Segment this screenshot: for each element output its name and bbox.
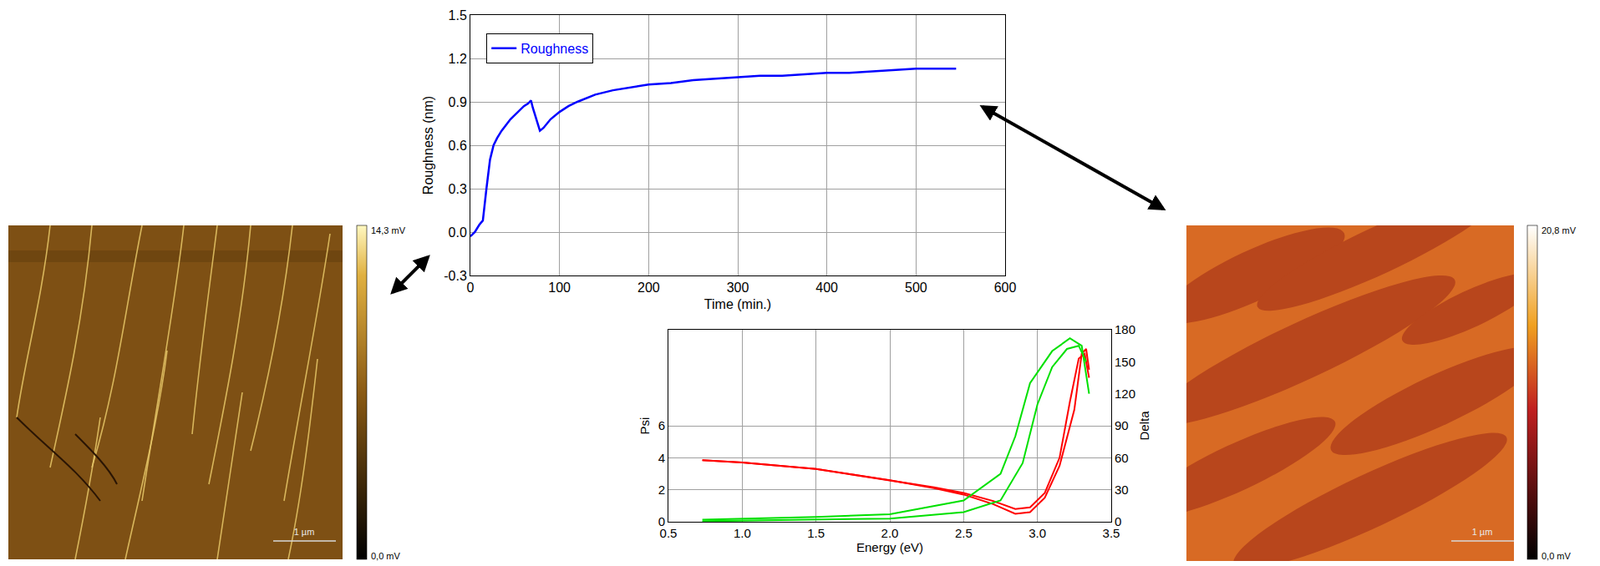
svg-text:Roughness (nm): Roughness (nm) (421, 96, 436, 195)
svg-text:150: 150 (1114, 355, 1136, 370)
svg-text:Time (min.): Time (min.) (704, 297, 772, 312)
svg-text:0: 0 (467, 280, 475, 295)
svg-text:100: 100 (548, 280, 571, 295)
svg-text:0.9: 0.9 (448, 95, 468, 110)
svg-text:1 µm: 1 µm (294, 527, 315, 538)
svg-text:60: 60 (1114, 451, 1129, 466)
svg-text:4: 4 (658, 451, 666, 466)
svg-text:1.5: 1.5 (448, 8, 468, 23)
svg-text:2: 2 (658, 482, 666, 498)
svg-text:400: 400 (815, 280, 839, 295)
svg-text:-0.3: -0.3 (443, 269, 468, 284)
svg-text:0.3: 0.3 (448, 182, 468, 197)
svg-text:0: 0 (1114, 514, 1122, 529)
svg-text:Psi: Psi (637, 417, 652, 436)
svg-text:14,3 mV: 14,3 mV (370, 225, 407, 236)
svg-text:0: 0 (658, 514, 666, 529)
svg-text:0.5: 0.5 (660, 526, 678, 541)
svg-text:0,0 mV: 0,0 mV (370, 551, 402, 562)
svg-text:2.5: 2.5 (954, 526, 973, 541)
svg-text:Energy (eV): Energy (eV) (856, 540, 924, 555)
svg-text:500: 500 (904, 280, 928, 295)
svg-text:600: 600 (994, 280, 1017, 295)
svg-text:3.5: 3.5 (1102, 526, 1121, 541)
svg-text:0.6: 0.6 (448, 138, 468, 153)
svg-text:0.0: 0.0 (448, 225, 468, 240)
svg-text:Delta: Delta (1137, 411, 1152, 442)
svg-text:3.0: 3.0 (1028, 526, 1047, 541)
svg-text:20,8 mV: 20,8 mV (1541, 225, 1577, 236)
svg-text:90: 90 (1114, 418, 1129, 433)
svg-text:200: 200 (637, 280, 661, 295)
svg-text:180: 180 (1114, 322, 1136, 337)
svg-text:1.2: 1.2 (448, 51, 468, 67)
svg-text:0,0 mV: 0,0 mV (1541, 551, 1572, 562)
svg-text:Roughness: Roughness (520, 41, 589, 56)
svg-text:1.0: 1.0 (733, 526, 752, 541)
svg-text:30: 30 (1114, 482, 1129, 498)
svg-text:1.5: 1.5 (807, 526, 825, 541)
svg-text:6: 6 (658, 418, 666, 433)
svg-text:300: 300 (726, 280, 750, 295)
svg-text:120: 120 (1114, 386, 1136, 402)
svg-text:1 µm: 1 µm (1472, 527, 1494, 538)
svg-text:2.0: 2.0 (881, 526, 900, 541)
